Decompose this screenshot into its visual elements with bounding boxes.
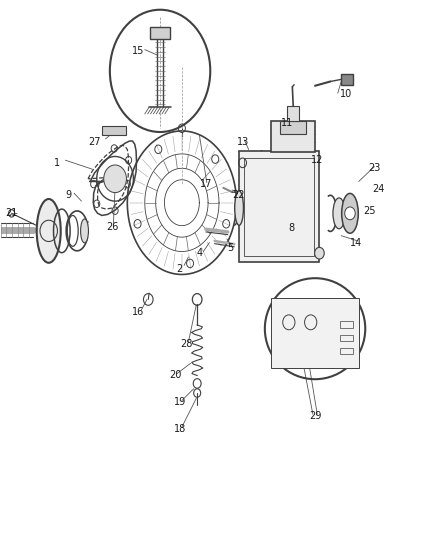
Ellipse shape xyxy=(342,193,358,233)
Text: 17: 17 xyxy=(200,179,212,189)
Text: 11: 11 xyxy=(281,118,293,128)
Text: 24: 24 xyxy=(372,184,385,195)
Ellipse shape xyxy=(235,191,244,225)
Text: 26: 26 xyxy=(106,222,118,232)
Text: 4: 4 xyxy=(196,248,202,258)
Bar xyxy=(150,27,170,39)
Bar xyxy=(341,74,353,85)
Text: 27: 27 xyxy=(88,136,101,147)
Text: 25: 25 xyxy=(364,206,376,216)
Text: 18: 18 xyxy=(173,424,186,434)
Text: 28: 28 xyxy=(180,338,192,349)
Bar xyxy=(272,122,315,152)
Ellipse shape xyxy=(37,199,61,263)
Text: 13: 13 xyxy=(237,136,249,147)
Text: 20: 20 xyxy=(169,370,181,381)
Circle shape xyxy=(345,207,355,220)
Text: 1: 1 xyxy=(54,158,60,168)
Text: 10: 10 xyxy=(339,88,352,99)
Ellipse shape xyxy=(333,198,345,229)
Bar xyxy=(244,158,314,256)
Text: 23: 23 xyxy=(368,163,380,173)
Text: 9: 9 xyxy=(65,190,71,200)
Circle shape xyxy=(104,165,127,192)
Bar xyxy=(340,335,353,341)
Text: 8: 8 xyxy=(288,223,294,233)
Bar xyxy=(102,126,126,135)
Text: 5: 5 xyxy=(227,243,233,253)
Text: 15: 15 xyxy=(132,46,145,56)
Bar xyxy=(272,298,359,368)
Text: 29: 29 xyxy=(309,411,321,422)
Text: 22: 22 xyxy=(233,190,245,200)
Bar xyxy=(280,122,306,134)
Text: 19: 19 xyxy=(173,397,186,407)
Circle shape xyxy=(314,247,324,259)
Bar xyxy=(340,321,353,328)
Text: 12: 12 xyxy=(311,155,323,165)
Bar xyxy=(340,348,353,354)
Text: 16: 16 xyxy=(132,306,145,317)
Ellipse shape xyxy=(81,219,88,243)
Bar xyxy=(239,151,319,262)
Text: 14: 14 xyxy=(350,238,363,247)
Text: 21: 21 xyxy=(5,208,18,219)
Bar xyxy=(287,107,299,122)
Text: 2: 2 xyxy=(177,264,183,274)
